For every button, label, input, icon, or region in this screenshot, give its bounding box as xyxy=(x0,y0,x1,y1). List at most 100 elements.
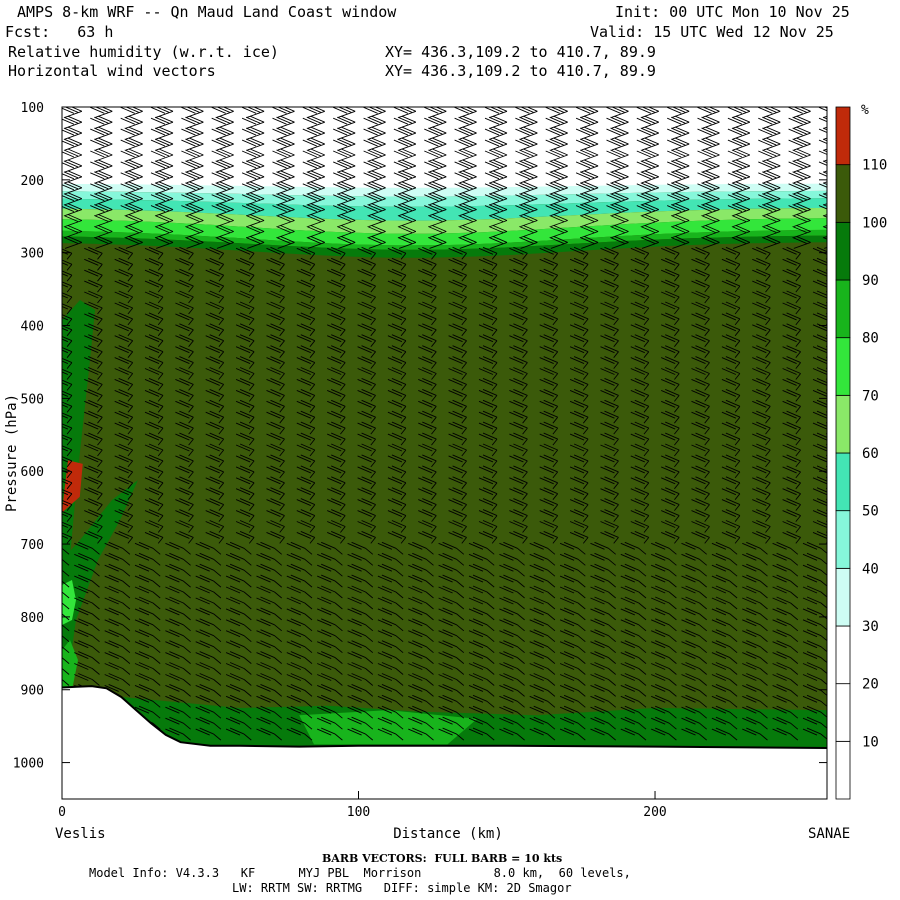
wind-barb-122 xyxy=(120,170,143,184)
wind-barb-213 xyxy=(144,530,164,544)
wind-barb-1410 xyxy=(782,301,801,315)
wind-barb-879 xyxy=(515,203,538,217)
wind-barb-1023 xyxy=(569,509,589,522)
wind-barb-476 xyxy=(306,235,325,249)
wind-barb-1397 xyxy=(788,159,811,173)
wind-barb-1266 xyxy=(681,629,707,643)
wind-barb-1273 xyxy=(681,705,707,719)
wind-barb-873 xyxy=(515,137,538,151)
wind-barb-595 xyxy=(357,268,376,282)
wind-barb-719 xyxy=(418,356,437,369)
wind-barb-1036 xyxy=(559,651,586,664)
wind-barb-1099 xyxy=(590,705,616,719)
wind-barb-229 xyxy=(134,705,161,719)
wind-barb-564 xyxy=(317,563,343,577)
wind-barb-1406 xyxy=(782,257,801,271)
wind-barb-837 xyxy=(478,377,498,391)
wind-barb-798 xyxy=(438,585,465,599)
wind-barb-985 xyxy=(529,727,556,741)
wind-barb-142 xyxy=(114,388,134,402)
colorbar-label-40: 40 xyxy=(862,561,879,577)
wind-barb-221 xyxy=(134,618,161,632)
wind-barb-545 xyxy=(327,356,346,369)
wind-barb-979 xyxy=(529,662,556,675)
wind-barb-548 xyxy=(327,388,346,402)
wind-barb-1066 xyxy=(600,345,619,358)
wind-barb-63 xyxy=(90,159,113,173)
wind-barb-674 xyxy=(387,498,407,511)
wind-barb-1474 xyxy=(812,367,827,380)
wind-barb-818 xyxy=(484,170,508,184)
wind-barb-471 xyxy=(302,181,325,195)
wind-barb-775 xyxy=(448,334,467,347)
wind-barb-1105 xyxy=(636,137,659,151)
wind-barb-132 xyxy=(114,279,134,293)
wind-barb-438 xyxy=(266,454,285,468)
wind-barb-1296 xyxy=(721,323,741,337)
wind-barb-392 xyxy=(225,585,252,599)
wind-barb-830 xyxy=(478,301,498,315)
wind-barb-863 xyxy=(468,662,495,675)
wind-barb-309 xyxy=(205,312,225,326)
wind-barb-1082 xyxy=(600,520,619,533)
wind-barb-1365 xyxy=(752,443,771,457)
wind-barb-158 xyxy=(104,563,131,577)
wind-barb-108 xyxy=(74,651,100,664)
wind-barb-1389 xyxy=(742,705,768,719)
wind-barb-447 xyxy=(256,552,282,566)
wind-barb-514 xyxy=(286,651,313,664)
wind-barb-895 xyxy=(509,377,528,391)
wind-barb-956 xyxy=(539,410,559,424)
wind-barb-836 xyxy=(478,367,498,380)
field1-label: Relative humidity (w.r.t. ice) xyxy=(8,43,279,61)
wind-barb-593 xyxy=(357,246,376,260)
wind-barb-259 xyxy=(175,399,194,413)
wind-barb-356 xyxy=(241,192,265,206)
barb-column-0 xyxy=(62,107,83,741)
wind-barb-364 xyxy=(235,279,255,293)
wind-barb-273 xyxy=(165,552,191,566)
wind-barb-1129 xyxy=(630,399,650,413)
wind-barb-1003 xyxy=(569,290,589,304)
wind-barb-658 xyxy=(387,323,407,337)
wind-barb-1038 xyxy=(559,673,586,686)
wind-barb-877 xyxy=(515,181,538,195)
wind-barb-1001 xyxy=(569,268,589,282)
wind-barb-1288 xyxy=(731,235,751,249)
wind-barb-1383 xyxy=(742,640,768,654)
wind-barb-1090 xyxy=(590,607,616,621)
wind-barb-618 xyxy=(357,520,376,533)
wind-barb-1225 xyxy=(697,181,720,195)
wind-barb-1479 xyxy=(812,421,827,435)
wind-barb-196 xyxy=(144,345,164,358)
wind-barb-1313 xyxy=(721,509,741,522)
wind-barb-506 xyxy=(286,563,313,577)
model-info: Model Info: V4.3.3 KF MYJ PBL Morrison 8… xyxy=(89,866,631,880)
wind-barb-1106 xyxy=(636,148,659,162)
wind-barb-1091 xyxy=(590,618,616,632)
wind-barb-716 xyxy=(418,323,437,337)
wind-barb-105 xyxy=(74,618,100,632)
wind-barb-400 xyxy=(225,673,252,686)
wind-barb-554 xyxy=(327,454,346,468)
wind-barb-961 xyxy=(539,465,559,479)
wind-barb-882 xyxy=(519,235,538,249)
wind-barb-585 xyxy=(363,159,386,173)
wind-barb-220 xyxy=(134,607,161,621)
wind-barb-525 xyxy=(333,137,356,151)
wind-barb-219 xyxy=(134,596,161,610)
wind-barb-1206 xyxy=(651,607,677,621)
wind-barb-1391 xyxy=(742,727,768,741)
wind-barb-1121 xyxy=(630,312,650,326)
wind-barb-1331 xyxy=(711,705,738,719)
wind-barb-844 xyxy=(478,454,498,468)
wind-barb-37 xyxy=(62,510,73,522)
wind-barb-7 xyxy=(62,181,83,195)
wind-barb-581 xyxy=(363,115,386,129)
wind-barb-1334 xyxy=(758,107,781,118)
wind-barb-249 xyxy=(175,290,194,304)
wind-barb-1205 xyxy=(651,596,677,610)
wind-barb-684 xyxy=(377,607,404,621)
wind-barb-361 xyxy=(235,246,255,260)
wind-barb-418 xyxy=(276,235,295,249)
